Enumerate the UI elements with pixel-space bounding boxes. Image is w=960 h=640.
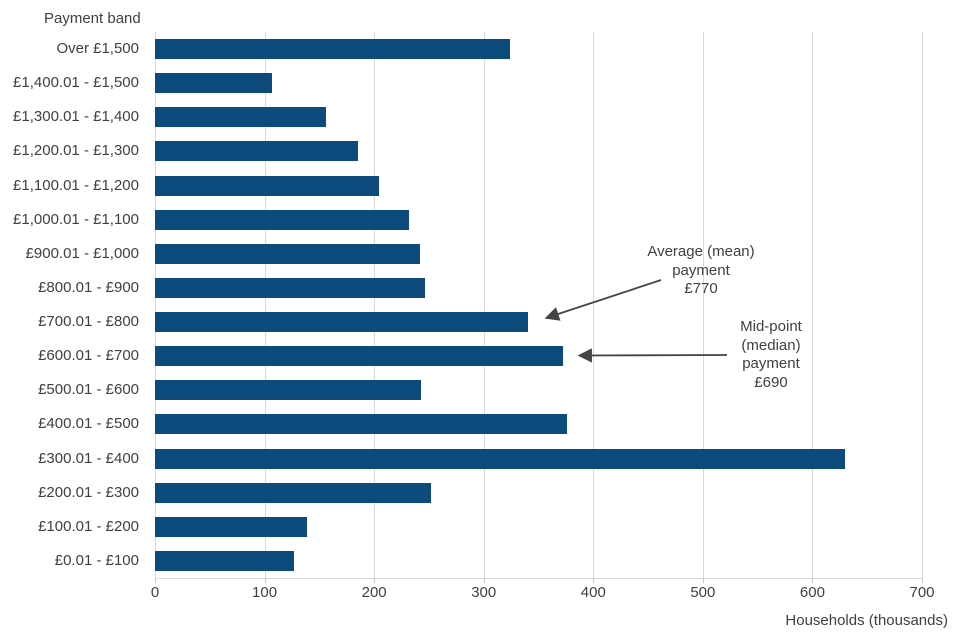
bar--0-01-100 (155, 550, 295, 571)
bar--700-01-800 (155, 312, 528, 333)
category-label: £1,000.01 - £1,100 (13, 210, 139, 228)
x-axis-tick-label: 300 (471, 584, 497, 601)
x-axis-tick-mark (922, 578, 923, 583)
gridline (812, 32, 814, 578)
bar--1-100-01-1-200 (155, 175, 379, 196)
bar--300-01-400 (155, 448, 846, 469)
category-label: Over £1,500 (56, 40, 139, 58)
x-axis-tick-label: 100 (252, 584, 278, 601)
mean-annotation-line: £770 (684, 280, 718, 297)
x-axis-tick-mark (155, 578, 156, 583)
x-axis-tick-mark (483, 578, 485, 583)
x-axis-tick-mark (264, 578, 266, 583)
gridline (922, 32, 923, 578)
category-label: £200.01 - £300 (38, 483, 139, 501)
gridline (702, 32, 704, 578)
x-axis-tick-label: 0 (150, 584, 160, 601)
bar--1-400-01-1-500 (155, 73, 273, 94)
bar--900-01-1-000 (155, 243, 421, 264)
category-label: £0.01 - £100 (54, 551, 139, 569)
category-label: £400.01 - £500 (38, 415, 139, 433)
x-axis-tick-mark (812, 578, 814, 583)
gridline (483, 32, 485, 578)
x-axis-tick-mark (702, 578, 704, 583)
category-axis-labels: Over £1,500 £1,400.01 - £1,500 £1,300.01 -… (0, 32, 147, 578)
median-annotation: Mid-point (median) payment £690 (711, 318, 831, 392)
category-label: £100.01 - £200 (38, 517, 139, 535)
bar--100-01-200 (155, 516, 308, 537)
bar--500-01-600 (155, 380, 422, 401)
category-label: £700.01 - £800 (38, 313, 139, 331)
bar--400-01-500 (155, 414, 567, 435)
x-axis-tick-label: 600 (799, 584, 825, 601)
bar--600-01-700 (155, 346, 563, 367)
gridline (593, 32, 595, 578)
mean-annotation-line: Average (mean) (647, 243, 755, 260)
x-axis-tick-label: 500 (690, 584, 716, 601)
bar-over-1-500 (155, 39, 510, 60)
category-label: £900.01 - £1,000 (25, 244, 139, 262)
category-label: £1,200.01 - £1,300 (13, 142, 139, 160)
bar--1-300-01-1-400 (155, 107, 326, 128)
category-label: £800.01 - £900 (38, 278, 139, 296)
x-axis-title: Households (thousands) (785, 612, 948, 629)
x-axis-tick-label: 400 (580, 584, 606, 601)
category-label: £1,300.01 - £1,400 (13, 108, 139, 126)
median-annotation-line: payment (742, 355, 800, 372)
mean-annotation-line: payment (672, 261, 730, 279)
category-label: £300.01 - £400 (38, 449, 139, 467)
bar--200-01-300 (155, 482, 432, 503)
mean-annotation: Average (mean) payment £770 (626, 243, 776, 299)
category-label: £500.01 - £600 (38, 381, 139, 399)
category-label: £600.01 - £700 (38, 347, 139, 365)
y-axis-title: Payment band (44, 10, 141, 27)
x-axis-tick-mark (593, 578, 595, 583)
median-annotation-line: (median) (741, 336, 801, 354)
category-label: £1,400.01 - £1,500 (13, 74, 139, 92)
median-annotation-line: Mid-point (740, 318, 802, 335)
plot-area (155, 32, 923, 578)
median-annotation-line: £690 (754, 373, 788, 391)
bar--800-01-900 (155, 277, 425, 298)
gridline (155, 32, 156, 578)
x-axis-line (155, 578, 923, 579)
gridline (374, 32, 376, 578)
bar--1-000-01-1-100 (155, 209, 410, 230)
bar--1-200-01-1-300 (155, 141, 358, 162)
category-label: £1,100.01 - £1,200 (13, 176, 139, 194)
x-axis-tick-label: 700 (909, 584, 935, 601)
x-axis-tick-label: 200 (361, 584, 387, 601)
gridline (264, 32, 266, 578)
x-axis-tick-mark (374, 578, 376, 583)
